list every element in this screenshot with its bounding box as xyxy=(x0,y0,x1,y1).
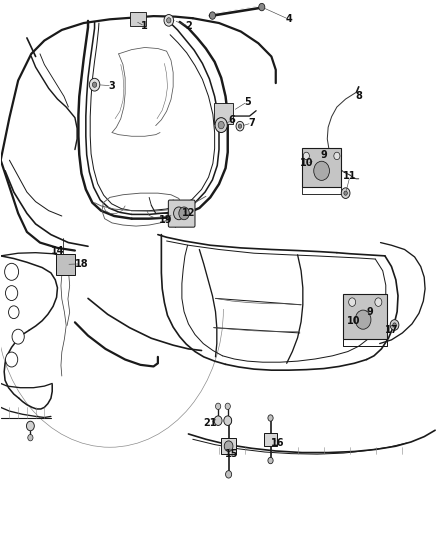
Text: 17: 17 xyxy=(385,325,398,335)
Circle shape xyxy=(355,310,371,329)
Circle shape xyxy=(6,352,18,367)
Circle shape xyxy=(6,286,18,301)
Text: 18: 18 xyxy=(74,259,88,269)
Circle shape xyxy=(226,471,232,478)
Text: 9: 9 xyxy=(321,150,327,160)
Circle shape xyxy=(268,415,273,421)
Circle shape xyxy=(173,207,184,220)
Text: 16: 16 xyxy=(271,438,285,448)
Text: 3: 3 xyxy=(109,81,115,91)
Text: 10: 10 xyxy=(347,316,360,326)
Circle shape xyxy=(314,161,329,180)
Circle shape xyxy=(9,306,19,319)
Circle shape xyxy=(393,323,396,327)
Circle shape xyxy=(218,122,224,129)
Circle shape xyxy=(12,329,24,344)
FancyBboxPatch shape xyxy=(221,438,237,454)
Text: 15: 15 xyxy=(225,449,239,458)
Circle shape xyxy=(225,403,230,409)
Text: 12: 12 xyxy=(182,208,195,219)
Circle shape xyxy=(349,298,356,306)
Circle shape xyxy=(390,320,399,330)
Circle shape xyxy=(303,152,309,160)
Text: 8: 8 xyxy=(355,91,362,101)
Circle shape xyxy=(259,3,265,11)
Text: 2: 2 xyxy=(185,21,192,31)
FancyBboxPatch shape xyxy=(302,149,341,187)
Circle shape xyxy=(226,417,232,424)
Circle shape xyxy=(89,78,100,91)
Circle shape xyxy=(224,441,233,451)
Circle shape xyxy=(26,421,34,431)
Text: 14: 14 xyxy=(51,246,64,255)
Text: 7: 7 xyxy=(248,118,255,128)
Text: 19: 19 xyxy=(159,215,173,225)
Circle shape xyxy=(209,12,215,19)
Text: 4: 4 xyxy=(286,14,292,25)
Text: 9: 9 xyxy=(366,306,373,317)
Text: 5: 5 xyxy=(244,96,251,107)
Text: 21: 21 xyxy=(204,418,217,429)
Circle shape xyxy=(164,14,173,26)
FancyBboxPatch shape xyxy=(56,254,75,275)
FancyBboxPatch shape xyxy=(131,12,146,26)
Text: 1: 1 xyxy=(141,21,148,31)
Circle shape xyxy=(179,207,189,220)
Circle shape xyxy=(224,416,232,425)
Circle shape xyxy=(5,263,18,280)
Text: 11: 11 xyxy=(343,171,357,181)
Circle shape xyxy=(341,188,350,198)
Circle shape xyxy=(334,152,340,160)
FancyBboxPatch shape xyxy=(168,200,195,227)
Circle shape xyxy=(236,122,244,131)
Text: 6: 6 xyxy=(229,115,236,125)
Circle shape xyxy=(92,82,97,87)
Circle shape xyxy=(215,118,227,133)
Circle shape xyxy=(344,191,347,195)
FancyBboxPatch shape xyxy=(264,433,277,446)
Circle shape xyxy=(375,298,382,306)
Circle shape xyxy=(268,457,273,464)
FancyBboxPatch shape xyxy=(343,294,387,340)
Circle shape xyxy=(215,403,221,409)
Circle shape xyxy=(238,124,242,128)
FancyBboxPatch shape xyxy=(214,103,233,124)
Text: 10: 10 xyxy=(300,158,313,168)
Circle shape xyxy=(28,434,33,441)
Circle shape xyxy=(166,18,171,23)
Circle shape xyxy=(214,416,222,425)
